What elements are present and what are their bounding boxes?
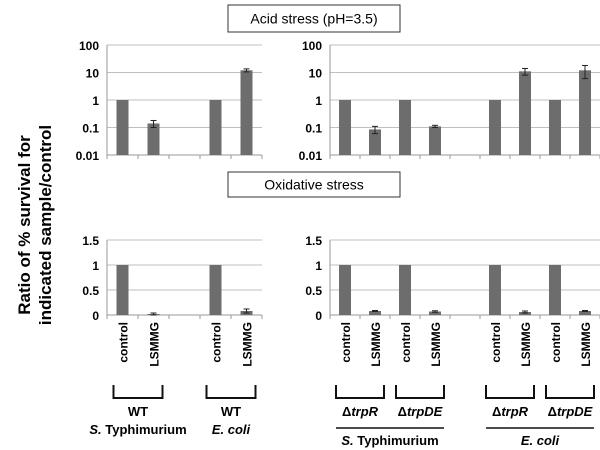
bar xyxy=(549,100,561,155)
species-label: E. coli xyxy=(521,433,560,448)
x-category-label: LSMMG xyxy=(241,322,255,367)
group-genotype-label: ΔtrpDE xyxy=(398,404,443,419)
y-tick-label: 100 xyxy=(79,39,99,53)
x-category-label: control xyxy=(399,322,413,363)
chart-title: Acid stress (pH=3.5) xyxy=(250,11,377,27)
x-category-label: LSMMG xyxy=(369,322,383,367)
group-bracket xyxy=(545,385,595,399)
delta-symbol: Δ xyxy=(398,404,407,419)
bar xyxy=(209,265,222,315)
title-box xyxy=(227,171,401,198)
y-tick-label: 0 xyxy=(92,309,99,323)
group-species-label: E. coli xyxy=(212,422,251,437)
group-bracket xyxy=(205,385,257,399)
y-tick-label: 1 xyxy=(92,259,99,273)
bar xyxy=(549,265,561,315)
group-genotype-label: ΔtrpR xyxy=(492,404,529,419)
chart-title: Oxidative stress xyxy=(264,177,364,193)
group-species-label: S. Typhimurium xyxy=(89,422,186,437)
y-tick-label: 1 xyxy=(315,94,322,108)
group-bracket xyxy=(112,385,164,399)
bar xyxy=(519,71,531,155)
x-category-label: LSMMG xyxy=(148,322,162,367)
x-category-label: LSMMG xyxy=(519,322,533,367)
species-rest: Typhimurium xyxy=(102,422,187,437)
x-category-label: LSMMG xyxy=(429,322,443,367)
bar xyxy=(489,265,501,315)
bar xyxy=(240,70,253,155)
species-rest: Typhimurium xyxy=(354,433,439,448)
y-tick-label: 1 xyxy=(92,94,99,108)
y-tick-label: 0.1 xyxy=(305,122,322,136)
y-tick-label: 100 xyxy=(302,39,322,53)
bar xyxy=(116,100,129,155)
bar xyxy=(369,311,381,315)
bar xyxy=(429,311,441,315)
species-italic: S. xyxy=(89,422,101,437)
y-axis-label-line: indicated sample/control xyxy=(36,125,55,325)
bar xyxy=(116,265,129,315)
group-genotype-label: ΔtrpR xyxy=(342,404,379,419)
bar xyxy=(579,311,591,315)
y-tick-label: 0.5 xyxy=(305,284,322,298)
y-tick-label: 0 xyxy=(315,309,322,323)
group-bracket xyxy=(335,385,385,399)
gene-name: trpR xyxy=(501,404,528,419)
group-bracket xyxy=(395,385,445,399)
y-tick-label: 0.5 xyxy=(82,284,99,298)
species-italic: S. xyxy=(341,433,353,448)
y-tick-label: 0.1 xyxy=(82,122,99,136)
y-axis-label-line: Ratio of % survival for xyxy=(15,135,34,315)
y-tick-label: 1.5 xyxy=(305,234,322,248)
group-strain-label: WT xyxy=(221,404,241,419)
x-category-label: control xyxy=(489,322,503,363)
bar xyxy=(369,129,381,155)
delta-symbol: Δ xyxy=(548,404,557,419)
x-category-label: control xyxy=(549,322,563,363)
y-tick-label: 1 xyxy=(315,259,322,273)
y-tick-label: 10 xyxy=(86,67,100,81)
delta-symbol: Δ xyxy=(342,404,351,419)
bar xyxy=(147,123,160,155)
x-category-label: control xyxy=(210,322,224,363)
bar xyxy=(399,265,411,315)
group-strain-label: WT xyxy=(128,404,148,419)
species-label: S. Typhimurium xyxy=(341,433,438,448)
x-category-label: control xyxy=(339,322,353,363)
gene-name: trpR xyxy=(351,404,378,419)
bar xyxy=(489,100,501,155)
bar xyxy=(579,70,591,155)
x-category-label: control xyxy=(117,322,131,363)
gene-name: trpDE xyxy=(407,404,443,419)
y-tick-label: 1.5 xyxy=(82,234,99,248)
y-tick-label: 10 xyxy=(309,67,323,81)
group-bracket xyxy=(485,385,535,399)
bar xyxy=(339,100,351,155)
title-box xyxy=(227,4,401,33)
bar xyxy=(399,100,411,155)
species-italic: E. coli xyxy=(212,422,251,437)
x-category-label: LSMMG xyxy=(579,322,593,367)
bar xyxy=(429,126,441,155)
y-axis-label: Ratio of % survival for indicated sample/… xyxy=(15,125,55,325)
y-tick-label: 0.01 xyxy=(76,149,100,163)
bar xyxy=(339,265,351,315)
species-italic: E. coli xyxy=(521,433,560,448)
y-tick-label: 0.01 xyxy=(299,149,323,163)
delta-symbol: Δ xyxy=(492,404,501,419)
gene-name: trpDE xyxy=(557,404,593,419)
group-genotype-label: ΔtrpDE xyxy=(548,404,593,419)
bar xyxy=(209,100,222,155)
